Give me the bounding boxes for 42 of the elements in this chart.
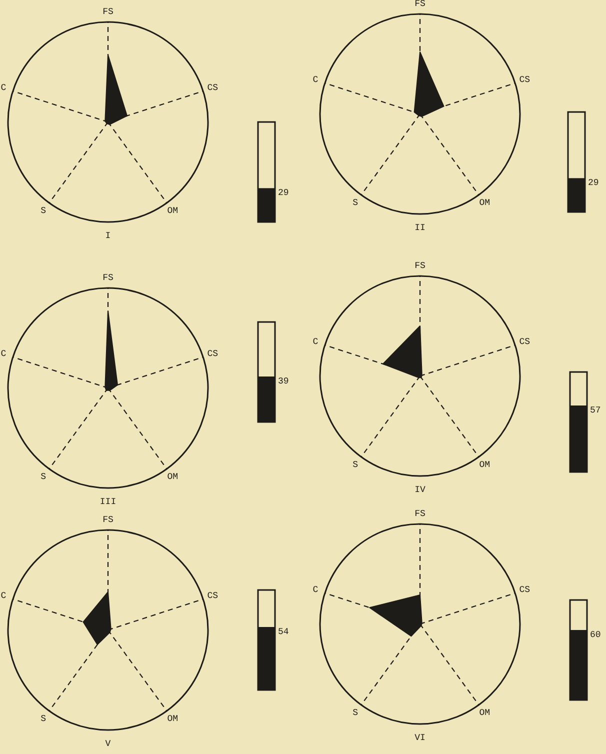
spoke-label: CS [207, 591, 218, 602]
spoke-label: CS [519, 75, 530, 86]
spoke-label: C [0, 349, 7, 360]
spoke-label: C [0, 591, 7, 602]
spoke-label: OM [167, 714, 178, 724]
spoke-label: S [40, 714, 46, 724]
spoke-label: CS [207, 349, 218, 360]
spoke-label: OM [479, 708, 490, 718]
spoke-label: OM [479, 198, 490, 208]
spoke-label: FS [102, 273, 114, 283]
spoke-label: OM [167, 206, 178, 216]
spoke-label: C [312, 337, 319, 348]
text: V [105, 739, 112, 749]
data-label: 29 [588, 178, 599, 188]
text: I [105, 231, 111, 241]
spoke-label: S [40, 472, 46, 482]
spoke-label: CS [207, 83, 218, 94]
spoke-label: FS [414, 0, 426, 9]
data-label: 29 [278, 188, 289, 198]
spoke-label: FS [414, 261, 426, 271]
spoke-label: FS [102, 515, 114, 525]
spoke-label: S [352, 460, 358, 470]
data-label: 60 [590, 630, 601, 640]
text: VI [414, 733, 426, 743]
spoke-label: CS [519, 337, 530, 348]
spoke-label: S [352, 198, 358, 208]
text: III [100, 497, 116, 507]
spoke-label: CS [519, 585, 530, 596]
data-label: 54 [278, 627, 289, 637]
spoke-label: S [352, 708, 358, 718]
spoke-label: FS [414, 509, 426, 519]
spoke-label: C [0, 83, 7, 94]
spoke-label: C [312, 75, 319, 86]
text: IV [414, 485, 426, 495]
data-label: 57 [590, 406, 601, 416]
spoke-label: S [40, 206, 46, 216]
text: II [414, 223, 426, 233]
spoke-label: FS [102, 7, 114, 17]
spoke-label: OM [479, 460, 490, 470]
spoke-label: C [312, 585, 319, 596]
data-label: 39 [278, 376, 289, 386]
spoke-label: OM [167, 472, 178, 482]
